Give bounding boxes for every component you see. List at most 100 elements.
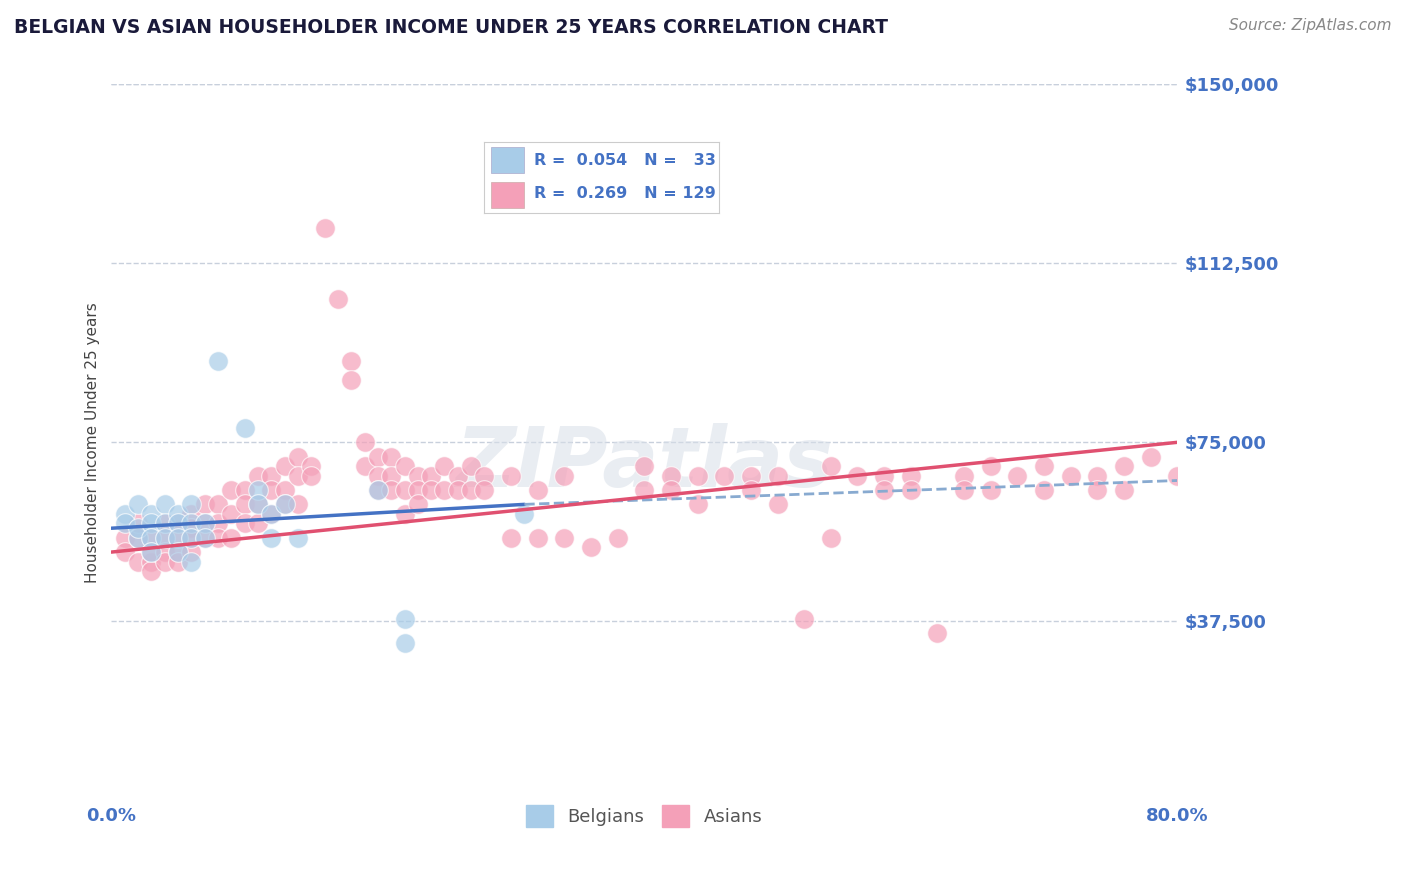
Point: [553, 468, 575, 483]
Point: [380, 483, 402, 497]
Point: [180, 531, 202, 545]
Point: [233, 421, 256, 435]
Point: [221, 531, 243, 545]
Point: [846, 468, 869, 483]
Point: [246, 483, 269, 497]
Point: [420, 483, 443, 497]
Point: [447, 468, 470, 483]
Point: [606, 531, 628, 545]
Point: [273, 459, 295, 474]
Point: [194, 531, 217, 545]
Point: [246, 468, 269, 483]
Point: [246, 516, 269, 531]
Point: [127, 497, 149, 511]
Point: [299, 459, 322, 474]
Point: [167, 507, 190, 521]
Point: [114, 545, 136, 559]
Point: [299, 468, 322, 483]
Point: [141, 516, 163, 531]
Point: [233, 483, 256, 497]
Point: [353, 459, 375, 474]
Point: [114, 507, 136, 521]
Point: [287, 531, 309, 545]
Point: [260, 483, 283, 497]
Point: [367, 450, 389, 464]
Point: [167, 516, 190, 531]
Point: [180, 516, 202, 531]
Point: [873, 483, 896, 497]
Point: [207, 516, 229, 531]
Point: [394, 636, 416, 650]
Point: [394, 507, 416, 521]
Point: [180, 507, 202, 521]
Point: [686, 468, 709, 483]
Point: [1139, 450, 1161, 464]
Point: [873, 468, 896, 483]
Point: [167, 545, 190, 559]
Legend: Belgians, Asians: Belgians, Asians: [519, 797, 770, 834]
Point: [367, 468, 389, 483]
Point: [447, 483, 470, 497]
Point: [406, 483, 429, 497]
Point: [367, 483, 389, 497]
Point: [980, 483, 1002, 497]
Point: [953, 483, 976, 497]
Point: [513, 507, 536, 521]
Point: [153, 555, 176, 569]
Point: [380, 450, 402, 464]
Point: [633, 459, 655, 474]
Point: [246, 497, 269, 511]
Point: [406, 497, 429, 511]
Point: [153, 545, 176, 559]
Point: [167, 531, 190, 545]
Point: [246, 497, 269, 511]
Point: [394, 459, 416, 474]
Point: [579, 541, 602, 555]
Point: [141, 545, 163, 559]
Point: [633, 483, 655, 497]
Point: [1033, 459, 1056, 474]
Point: [553, 531, 575, 545]
Point: [194, 516, 217, 531]
Point: [1085, 483, 1108, 497]
Text: Source: ZipAtlas.com: Source: ZipAtlas.com: [1229, 18, 1392, 33]
Point: [740, 483, 762, 497]
Point: [260, 507, 283, 521]
Point: [260, 468, 283, 483]
Point: [221, 483, 243, 497]
Point: [273, 483, 295, 497]
Point: [433, 483, 456, 497]
Point: [460, 459, 482, 474]
Point: [180, 521, 202, 535]
Point: [1059, 468, 1081, 483]
Point: [141, 507, 163, 521]
Point: [153, 516, 176, 531]
Point: [501, 468, 523, 483]
Point: [287, 497, 309, 511]
Point: [953, 468, 976, 483]
Text: ZIPatlas: ZIPatlas: [456, 424, 834, 504]
Point: [820, 459, 842, 474]
Point: [1007, 468, 1029, 483]
Point: [127, 516, 149, 531]
Point: [1085, 468, 1108, 483]
Point: [900, 468, 922, 483]
Point: [260, 531, 283, 545]
Point: [340, 354, 363, 368]
Point: [167, 531, 190, 545]
Point: [153, 516, 176, 531]
Point: [820, 531, 842, 545]
Point: [980, 459, 1002, 474]
Point: [260, 507, 283, 521]
Point: [287, 450, 309, 464]
Point: [180, 497, 202, 511]
Point: [501, 531, 523, 545]
Point: [127, 531, 149, 545]
Point: [207, 497, 229, 511]
Point: [114, 516, 136, 531]
Point: [207, 354, 229, 368]
Point: [207, 531, 229, 545]
Point: [766, 497, 789, 511]
Point: [394, 483, 416, 497]
Point: [167, 555, 190, 569]
